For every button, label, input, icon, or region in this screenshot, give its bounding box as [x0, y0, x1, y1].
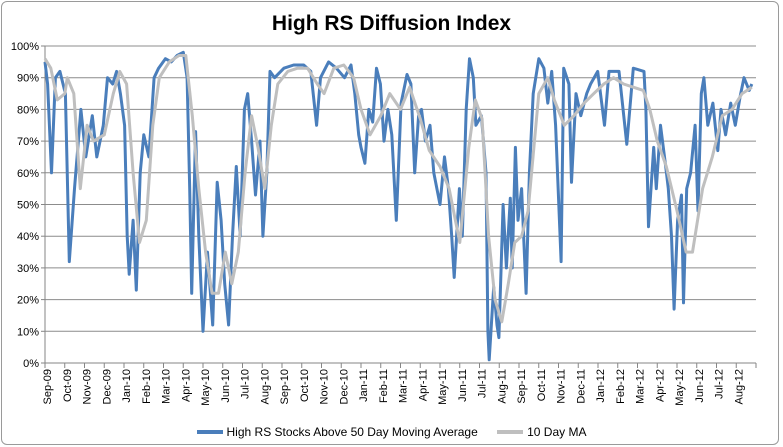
x-tick-label: Jul-12 — [714, 369, 726, 399]
x-tick-label: May-10 — [200, 369, 212, 406]
legend-label: 10 Day MA — [527, 425, 587, 439]
x-tick-label: Oct-09 — [62, 369, 74, 402]
x-tick-label: Sep-10 — [279, 369, 291, 404]
x-tick-label: Jun-12 — [694, 369, 706, 403]
series-line-10-day-ma — [43, 54, 753, 324]
y-tick-label: 0% — [23, 358, 39, 370]
x-tick-label: Sep-09 — [42, 369, 54, 404]
x-tick-label: Sep-11 — [516, 369, 528, 404]
x-tick-label: Nov-10 — [319, 369, 331, 404]
x-tick-label: Aug-11 — [496, 369, 508, 404]
x-tick-label: Oct-11 — [536, 369, 548, 401]
x-tick-label: Dec-09 — [101, 369, 113, 404]
x-tick-label: Mar-11 — [398, 369, 410, 403]
y-tick-label: 100% — [11, 41, 39, 53]
x-tick-label: Nov-11 — [556, 369, 568, 404]
x-tick-label: Jul-10 — [240, 369, 252, 399]
x-tick-label: Nov-09 — [82, 369, 94, 404]
legend-item-high-rs: High RS Stocks Above 50 Day Moving Avera… — [196, 425, 478, 439]
x-tick-label: Dec-10 — [338, 369, 350, 404]
legend-item-10-day-ma: 10 Day MA — [497, 425, 586, 439]
x-tick-label: Feb-10 — [141, 369, 153, 404]
legend-label: High RS Stocks Above 50 Day Moving Avera… — [226, 425, 478, 439]
x-tick-label: Oct-10 — [299, 369, 311, 402]
x-tick-label: Mar-10 — [161, 369, 173, 404]
y-tick-label: 30% — [17, 263, 39, 275]
legend: High RS Stocks Above 50 Day Moving Avera… — [0, 423, 783, 439]
y-tick-label: 70% — [17, 136, 39, 148]
x-tick-label: Mar-12 — [635, 369, 647, 404]
y-tick-label: 80% — [17, 104, 39, 116]
x-tick-label: Aug-12 — [733, 369, 745, 404]
x-tick-label: Jun-11 — [457, 369, 469, 402]
x-tick-label: Jan-11 — [358, 369, 370, 402]
y-tick-label: 10% — [17, 326, 39, 338]
legend-swatch-blue — [196, 430, 223, 434]
y-tick-label: 60% — [17, 168, 39, 180]
x-tick-label: Feb-11 — [378, 369, 390, 403]
y-tick-label: 50% — [17, 200, 39, 212]
y-tick-label: 20% — [17, 295, 39, 307]
x-tick-label: Aug-10 — [259, 369, 271, 404]
x-tick-label: Jan-10 — [121, 369, 133, 403]
x-tick-label: Apr-12 — [654, 369, 666, 402]
y-tick-label: 90% — [17, 73, 39, 85]
x-tick-label: May-12 — [674, 369, 686, 406]
x-tick-label: Jun-10 — [220, 369, 232, 403]
x-tick-label: May-11 — [437, 369, 449, 405]
x-tick-label: Apr-10 — [180, 369, 192, 402]
legend-swatch-gray — [497, 430, 524, 434]
x-tick-label: Feb-12 — [615, 369, 627, 404]
x-tick-label: Dec-11 — [575, 369, 587, 404]
x-tick-label: Jul-11 — [477, 369, 489, 398]
x-tick-label: Jan-12 — [595, 369, 607, 403]
chart-title: High RS Diffusion Index — [271, 12, 512, 35]
x-tick-label: Apr-11 — [417, 369, 429, 401]
y-tick-label: 40% — [17, 231, 39, 243]
